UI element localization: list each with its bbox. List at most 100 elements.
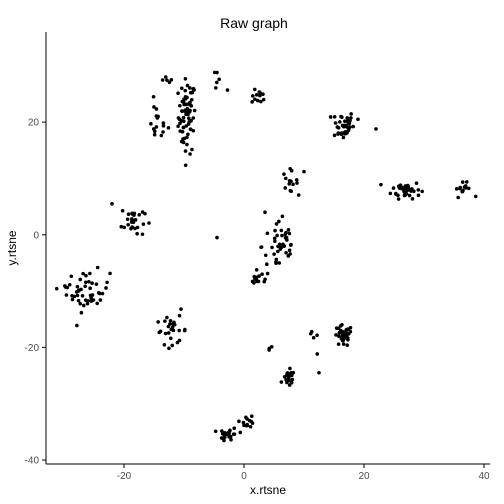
data-point <box>89 299 94 303</box>
data-point <box>177 328 182 333</box>
data-point <box>229 437 233 442</box>
data-point <box>311 335 316 340</box>
data-point <box>178 103 182 108</box>
y-axis-title: y.rtsne <box>5 230 19 265</box>
data-point <box>279 380 284 384</box>
data-point <box>76 298 81 303</box>
data-point <box>159 133 164 138</box>
data-point <box>184 102 188 107</box>
data-point <box>260 272 264 276</box>
data-point <box>192 108 197 113</box>
data-point <box>343 331 347 336</box>
data-point <box>185 142 189 147</box>
data-point <box>188 152 192 156</box>
data-point <box>287 231 292 236</box>
x-tick-label: 20 <box>358 471 370 482</box>
data-point <box>188 86 192 90</box>
data-point <box>302 169 306 174</box>
data-point <box>186 109 190 114</box>
data-point <box>95 301 99 306</box>
data-point <box>191 116 196 120</box>
data-point <box>294 178 299 182</box>
data-point <box>177 313 182 318</box>
data-point <box>119 224 124 229</box>
data-point <box>245 423 250 428</box>
data-point <box>237 419 241 424</box>
data-point <box>166 126 171 130</box>
data-point <box>156 320 160 324</box>
data-point <box>345 336 349 340</box>
data-point <box>416 193 421 198</box>
data-point <box>454 187 459 191</box>
data-point <box>65 285 70 290</box>
data-point <box>105 280 109 285</box>
x-axis-ticks: -20 0 20 40 <box>117 464 490 482</box>
data-point <box>163 331 168 336</box>
data-point <box>181 99 186 104</box>
data-point <box>289 380 294 385</box>
data-point <box>180 109 184 113</box>
data-point <box>135 225 140 230</box>
x-axis-title: x.rtsne <box>250 483 286 497</box>
data-point <box>154 125 159 129</box>
data-point <box>125 217 130 222</box>
data-point <box>215 80 219 85</box>
data-point <box>130 225 135 229</box>
data-points <box>54 70 478 443</box>
data-point <box>265 271 270 276</box>
y-tick-label: -20 <box>25 343 40 354</box>
data-point <box>269 345 274 349</box>
data-point <box>189 119 193 123</box>
data-point <box>336 342 341 346</box>
data-point <box>410 187 414 191</box>
data-point <box>287 383 292 387</box>
data-point <box>263 210 267 215</box>
data-point <box>81 271 85 276</box>
data-point <box>341 338 346 343</box>
data-point <box>340 123 345 128</box>
data-point <box>83 284 87 289</box>
data-point <box>126 222 130 227</box>
data-point <box>130 217 134 221</box>
data-point <box>277 261 282 265</box>
data-point <box>406 183 410 188</box>
data-point <box>228 434 233 439</box>
data-point <box>83 280 88 285</box>
data-point <box>277 242 282 247</box>
data-point <box>126 212 131 217</box>
data-point <box>154 114 159 118</box>
data-point <box>170 325 175 329</box>
data-point <box>183 88 188 93</box>
data-point <box>130 211 134 216</box>
data-point <box>241 420 246 425</box>
data-point <box>141 222 146 226</box>
data-point <box>94 282 99 286</box>
data-point <box>332 133 337 138</box>
data-point <box>190 97 194 102</box>
data-point <box>178 129 183 133</box>
data-point <box>461 188 465 193</box>
data-point <box>286 228 291 232</box>
data-point <box>86 299 91 303</box>
data-point <box>265 262 269 267</box>
data-point <box>466 186 471 191</box>
data-point <box>181 119 186 124</box>
data-point <box>464 180 469 184</box>
data-point <box>315 333 319 338</box>
data-point <box>179 307 183 311</box>
data-point <box>213 86 218 90</box>
data-point <box>104 286 108 290</box>
data-point <box>75 284 80 289</box>
data-point <box>177 338 182 343</box>
data-point <box>168 336 173 341</box>
data-point <box>160 78 165 82</box>
data-point <box>167 346 171 351</box>
data-point <box>78 301 83 306</box>
data-point <box>337 331 342 335</box>
data-point <box>270 245 274 250</box>
data-point <box>315 352 320 356</box>
data-point <box>96 291 101 295</box>
data-point <box>250 279 255 284</box>
data-point <box>191 128 196 133</box>
